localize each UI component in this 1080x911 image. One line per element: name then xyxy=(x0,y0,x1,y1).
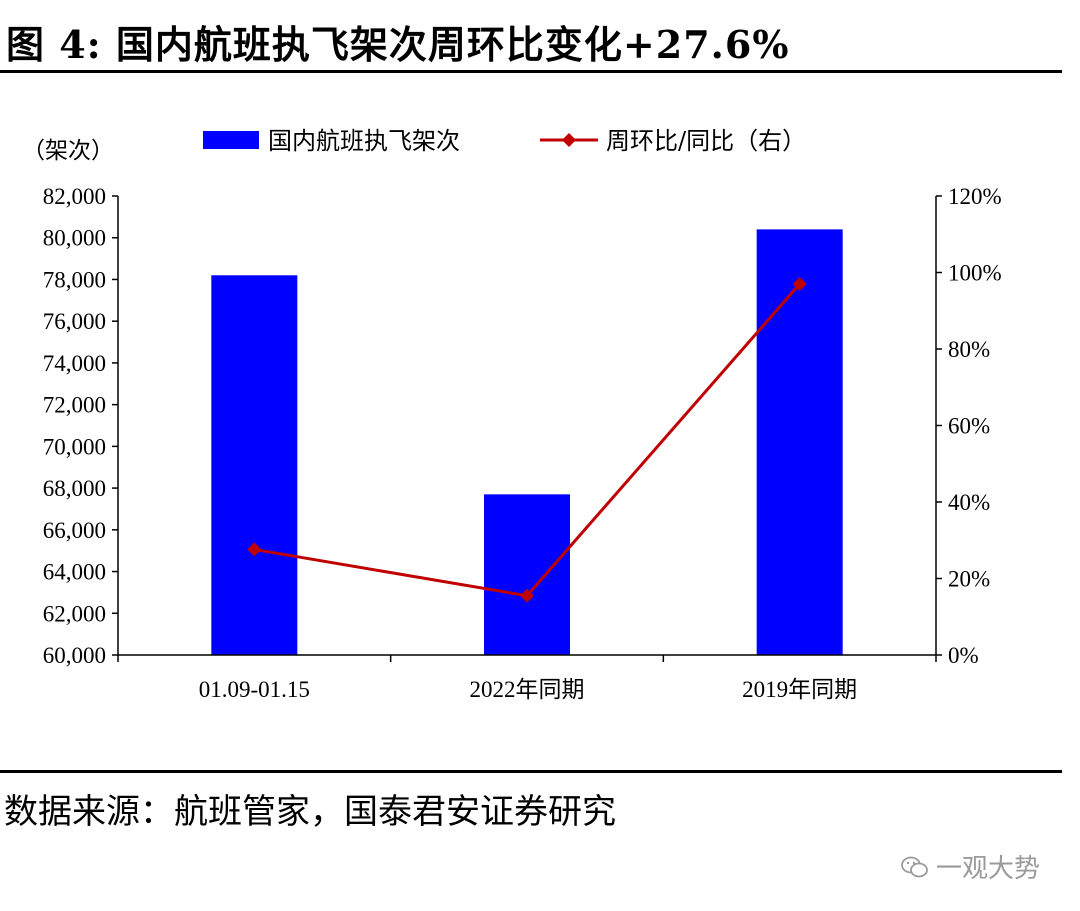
left-tick-label-1: 62,000 xyxy=(43,601,106,626)
legend-bar-label: 国内航班执飞架次 xyxy=(268,127,460,155)
chart-title: 图 4: 国内航班执飞架次周环比变化+27.6% xyxy=(6,22,790,67)
source-note: 数据来源：航班管家，国泰君安证券研究 xyxy=(4,792,616,832)
left-tick-label-0: 60,000 xyxy=(43,643,106,668)
left-tick-label-5: 70,000 xyxy=(43,434,106,459)
ratio-point-1 xyxy=(520,588,534,603)
x-tick-label-1: 2022年同期 xyxy=(470,677,585,702)
ratio-point-0 xyxy=(247,542,262,557)
right-tick-label-2: 40% xyxy=(948,490,990,515)
left-tick-label-3: 66,000 xyxy=(43,518,106,543)
x-tick-label-2: 2019年同期 xyxy=(742,677,857,702)
right-tick-label-6: 120% xyxy=(948,184,1002,209)
legend-bar-swatch xyxy=(203,131,259,149)
right-tick-label-5: 100% xyxy=(948,261,1002,286)
left-tick-label-4: 68,000 xyxy=(43,476,106,501)
right-tick-label-4: 80% xyxy=(948,337,990,362)
title-rule xyxy=(0,70,1062,73)
bar-0 xyxy=(211,275,298,655)
x-tick-label-0: 01.09-01.15 xyxy=(199,677,310,702)
watermark: 一观大势 xyxy=(900,848,1040,885)
bar-2 xyxy=(756,229,843,655)
left-tick-label-10: 80,000 xyxy=(43,226,106,251)
right-tick-label-0: 0% xyxy=(948,643,979,668)
legend-line-label: 周环比/同比（右） xyxy=(606,127,806,155)
left-tick-label-6: 72,000 xyxy=(43,393,106,418)
watermark-text: 一观大势 xyxy=(936,854,1041,884)
left-tick-label-9: 78,000 xyxy=(43,267,106,292)
right-tick-label-3: 60% xyxy=(948,414,990,439)
left-tick-label-8: 76,000 xyxy=(43,309,106,334)
source-rule xyxy=(0,770,1062,773)
left-tick-label-11: 82,000 xyxy=(43,184,106,209)
legend-line-marker xyxy=(562,133,576,147)
left-tick-label-7: 74,000 xyxy=(43,351,106,376)
legend: 国内航班执飞架次 周环比/同比（右） xyxy=(203,127,806,155)
right-tick-label-1: 20% xyxy=(948,567,990,592)
chart-area: （架次） 国内航班执飞架次 周环比/同比（右） 60,000 62,000 64,0… xyxy=(22,127,1002,702)
left-axis-unit: （架次） xyxy=(22,138,114,163)
ratio-point-2 xyxy=(792,276,807,291)
bar-1 xyxy=(484,494,570,655)
wechat-icon xyxy=(901,856,928,877)
left-tick-label-2: 64,000 xyxy=(43,560,106,585)
